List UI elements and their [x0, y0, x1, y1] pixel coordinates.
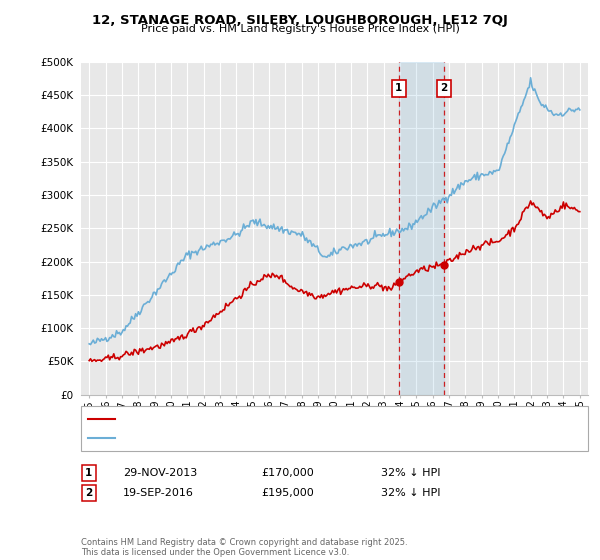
Text: 32% ↓ HPI: 32% ↓ HPI	[381, 468, 440, 478]
Text: 12, STANAGE ROAD, SILEBY, LOUGHBOROUGH, LE12 7QJ (detached house): 12, STANAGE ROAD, SILEBY, LOUGHBOROUGH, …	[119, 414, 473, 423]
Text: HPI: Average price, detached house, Charnwood: HPI: Average price, detached house, Char…	[119, 434, 349, 443]
Text: 32% ↓ HPI: 32% ↓ HPI	[381, 488, 440, 498]
Text: 2: 2	[440, 83, 448, 94]
Text: Contains HM Land Registry data © Crown copyright and database right 2025.
This d: Contains HM Land Registry data © Crown c…	[81, 538, 407, 557]
Text: 12, STANAGE ROAD, SILEBY, LOUGHBOROUGH, LE12 7QJ: 12, STANAGE ROAD, SILEBY, LOUGHBOROUGH, …	[92, 14, 508, 27]
Text: 29-NOV-2013: 29-NOV-2013	[123, 468, 197, 478]
Text: £195,000: £195,000	[261, 488, 314, 498]
Text: Price paid vs. HM Land Registry's House Price Index (HPI): Price paid vs. HM Land Registry's House …	[140, 24, 460, 34]
Text: 1: 1	[85, 468, 92, 478]
Text: 1: 1	[395, 83, 402, 94]
Bar	[398, 62, 444, 395]
Text: £170,000: £170,000	[261, 468, 314, 478]
Text: 2: 2	[85, 488, 92, 498]
Text: 19-SEP-2016: 19-SEP-2016	[123, 488, 194, 498]
